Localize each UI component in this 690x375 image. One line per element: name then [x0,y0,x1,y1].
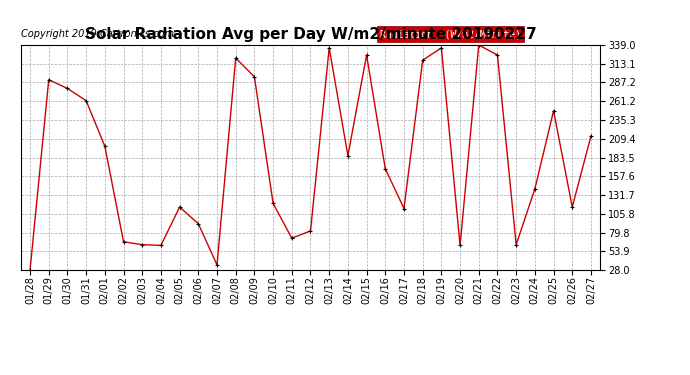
Point [286,235,297,241]
Point [62,86,73,92]
Point [398,206,409,212]
Point [324,45,335,51]
Point [511,242,522,248]
Point [174,204,185,210]
Point [81,98,92,104]
Point [529,186,540,192]
Point [492,52,503,58]
Point [25,267,36,273]
Point [137,242,148,248]
Point [305,228,316,234]
Point [473,42,484,48]
Point [455,242,466,248]
Text: Radiation  (W/m2/Minute): Radiation (W/m2/Minute) [380,29,521,39]
Point [380,166,391,172]
Point [548,108,559,114]
Point [566,204,578,210]
Title: Solar Radiation Avg per Day W/m2/minute 20190227: Solar Radiation Avg per Day W/m2/minute … [85,27,536,42]
Point [99,143,110,149]
Point [249,74,260,80]
Point [585,133,596,139]
Point [212,262,223,268]
Point [155,242,166,248]
Point [361,52,372,58]
Point [43,77,55,83]
Text: Copyright 2019 Cartronics.com: Copyright 2019 Cartronics.com [21,29,174,39]
Point [342,153,353,159]
Point [193,221,204,227]
Point [436,45,447,51]
Point [417,57,428,63]
Point [268,201,279,207]
Point [230,55,241,61]
Point [118,239,129,245]
